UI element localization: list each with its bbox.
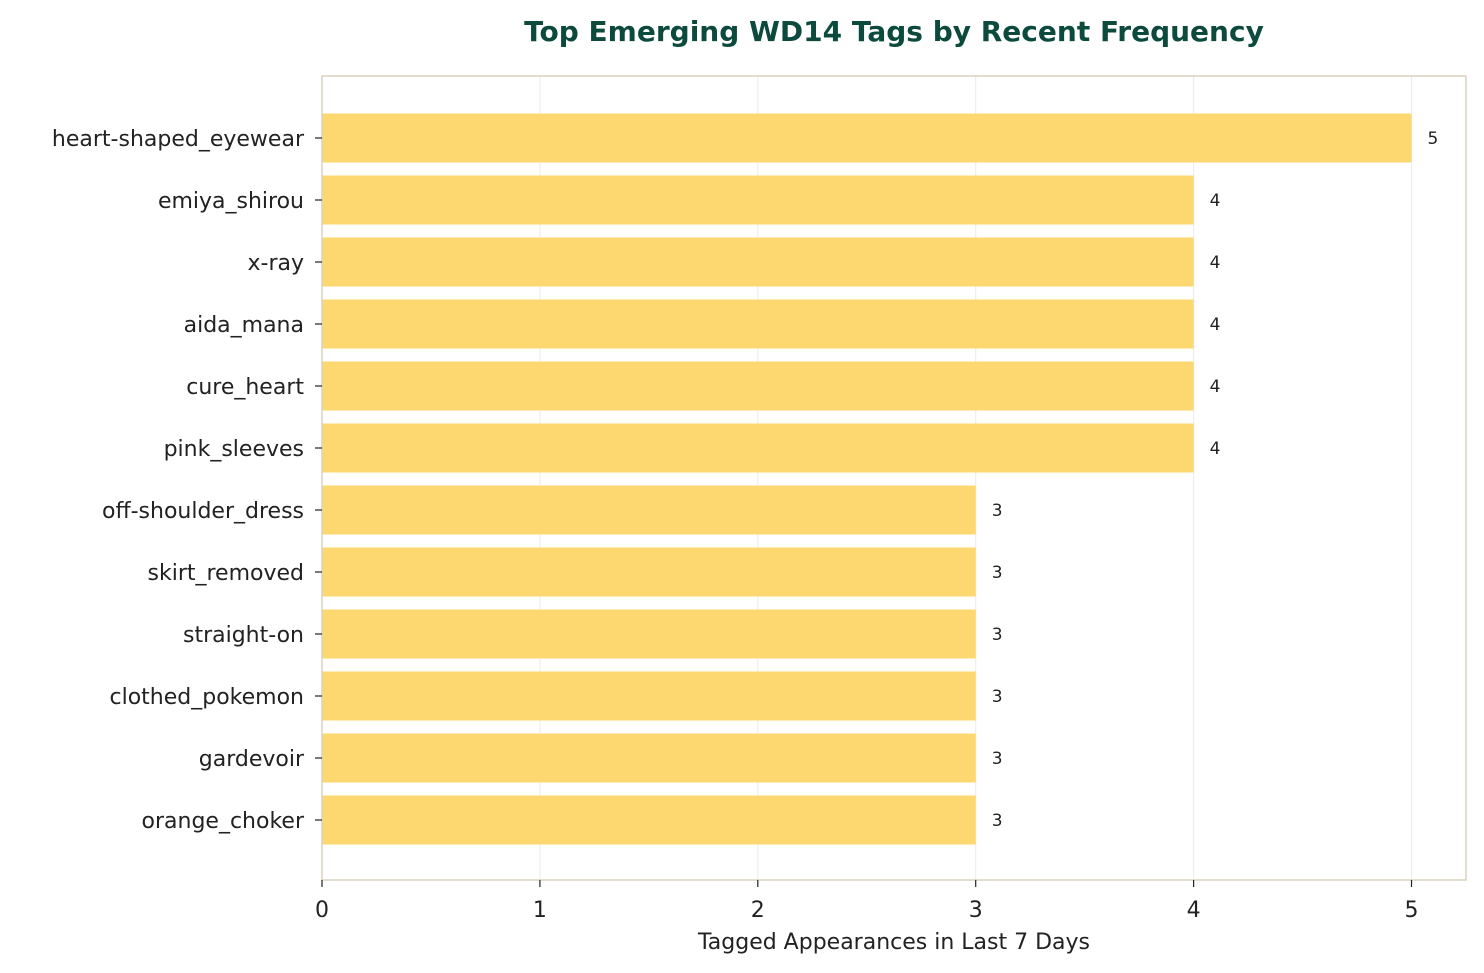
bars-group: 5 4 4 4 4 4 3 3 3 3 3 3	[322, 113, 1439, 845]
bar	[322, 237, 1194, 287]
y-tick-label: off-shoulder_dress	[102, 499, 304, 524]
y-tick-label: cure_heart	[186, 375, 304, 400]
bar	[322, 175, 1194, 225]
chart-title: Top Emerging WD14 Tags by Recent Frequen…	[524, 15, 1264, 48]
bar	[322, 299, 1194, 349]
data-label: 4	[1210, 191, 1221, 211]
data-label: 3	[992, 563, 1003, 583]
data-label: 4	[1210, 377, 1221, 397]
data-label: 3	[992, 749, 1003, 769]
x-tick-label: 0	[315, 898, 329, 923]
data-label: 3	[992, 501, 1003, 521]
x-axis-label: Tagged Appearances in Last 7 Days	[697, 930, 1090, 955]
bar	[322, 361, 1194, 411]
y-tick-label: straight-on	[183, 623, 304, 648]
x-tick-label: 5	[1405, 898, 1419, 923]
x-tick-label: 2	[751, 898, 765, 923]
x-tick-label: 3	[969, 898, 983, 923]
x-tick-label: 4	[1187, 898, 1201, 923]
y-tick-label: aida_mana	[184, 313, 304, 338]
y-tick-label: x-ray	[247, 251, 304, 276]
y-tick-label: clothed_pokemon	[110, 685, 305, 710]
y-tick-label: skirt_removed	[148, 561, 305, 586]
data-label: 5	[1428, 129, 1439, 149]
bar	[322, 795, 976, 845]
y-tick-label: orange_choker	[142, 809, 305, 834]
y-axis: heart-shaped_eyewear emiya_shirou x-ray aid…	[52, 127, 322, 834]
y-tick-label: heart-shaped_eyewear	[52, 127, 305, 152]
data-label: 3	[992, 811, 1003, 831]
y-tick-label: pink_sleeves	[164, 437, 304, 462]
x-axis: 0 1 2 3 4 5	[315, 880, 1419, 923]
x-tick-label: 1	[533, 898, 547, 923]
bar	[322, 733, 976, 783]
bar	[322, 671, 976, 721]
plot-frame	[321, 75, 1467, 881]
bar	[322, 547, 976, 597]
bar	[322, 485, 976, 535]
y-tick-label: emiya_shirou	[158, 189, 304, 214]
data-label: 3	[992, 687, 1003, 707]
y-tick-label: gardevoir	[199, 747, 305, 772]
bar	[322, 609, 976, 659]
bar	[322, 423, 1194, 473]
data-label: 3	[992, 625, 1003, 645]
bar	[322, 113, 1412, 163]
data-label: 4	[1210, 253, 1221, 273]
data-label: 4	[1210, 439, 1221, 459]
data-label: 4	[1210, 315, 1221, 335]
